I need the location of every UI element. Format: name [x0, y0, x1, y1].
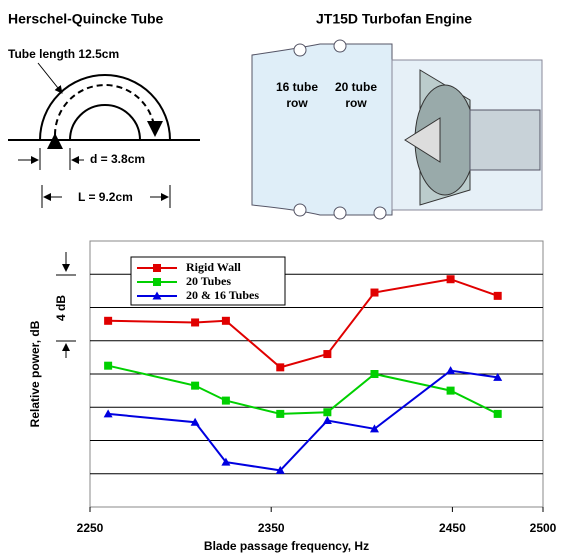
- data-point: [494, 292, 502, 300]
- data-point: [276, 363, 284, 371]
- legend-label: 20 & 16 Tubes: [186, 288, 259, 302]
- x-axis-label: Blade passage frequency, Hz: [204, 539, 369, 553]
- figure: Herschel-Quincke Tube Tube length 12.5cm…: [0, 0, 562, 559]
- x-tick-label: 2450: [439, 521, 466, 535]
- engine-diagram: JT15D Turbofan Engine 16 tube row 20 tub…: [252, 11, 542, 219]
- data-point: [104, 362, 112, 370]
- scale-annotation: 4 dB: [54, 295, 68, 321]
- x-tick-label: 2500: [530, 521, 557, 535]
- data-point: [222, 317, 230, 325]
- data-point: [276, 410, 284, 418]
- legend-label: 20 Tubes: [186, 274, 231, 288]
- legend-marker: [153, 264, 161, 272]
- data-point: [191, 382, 199, 390]
- data-point: [494, 410, 502, 418]
- row20-line2: row: [345, 96, 367, 110]
- legend-label: Rigid Wall: [186, 260, 241, 274]
- row16-line1: 16 tube: [276, 80, 318, 94]
- chart: 2250 2350 2450 2500 Blade passage frequency,…: [28, 241, 556, 553]
- row16-line2: row: [286, 96, 308, 110]
- data-point: [323, 408, 331, 416]
- data-point: [323, 350, 331, 358]
- data-point: [447, 387, 455, 395]
- left-title: Herschel-Quincke Tube: [8, 11, 164, 27]
- d-label: d = 3.8cm: [90, 152, 145, 166]
- data-point: [447, 275, 455, 283]
- right-title: JT15D Turbofan Engine: [316, 11, 472, 27]
- data-point: [104, 317, 112, 325]
- x-tick-label: 2350: [258, 521, 285, 535]
- row20-line1: 20 tube: [335, 80, 377, 94]
- legend-marker: [153, 278, 161, 286]
- data-point: [370, 370, 378, 378]
- y-axis-label: Relative power, dB: [28, 320, 42, 427]
- data-point: [191, 318, 199, 326]
- L-label: L = 9.2cm: [78, 190, 133, 204]
- x-tick-label: 2250: [77, 521, 104, 535]
- hq-tube-diagram: Herschel-Quincke Tube Tube length 12.5cm…: [8, 11, 200, 208]
- data-point: [370, 289, 378, 297]
- tube-length-label: Tube length 12.5cm: [8, 47, 119, 61]
- data-point: [222, 397, 230, 405]
